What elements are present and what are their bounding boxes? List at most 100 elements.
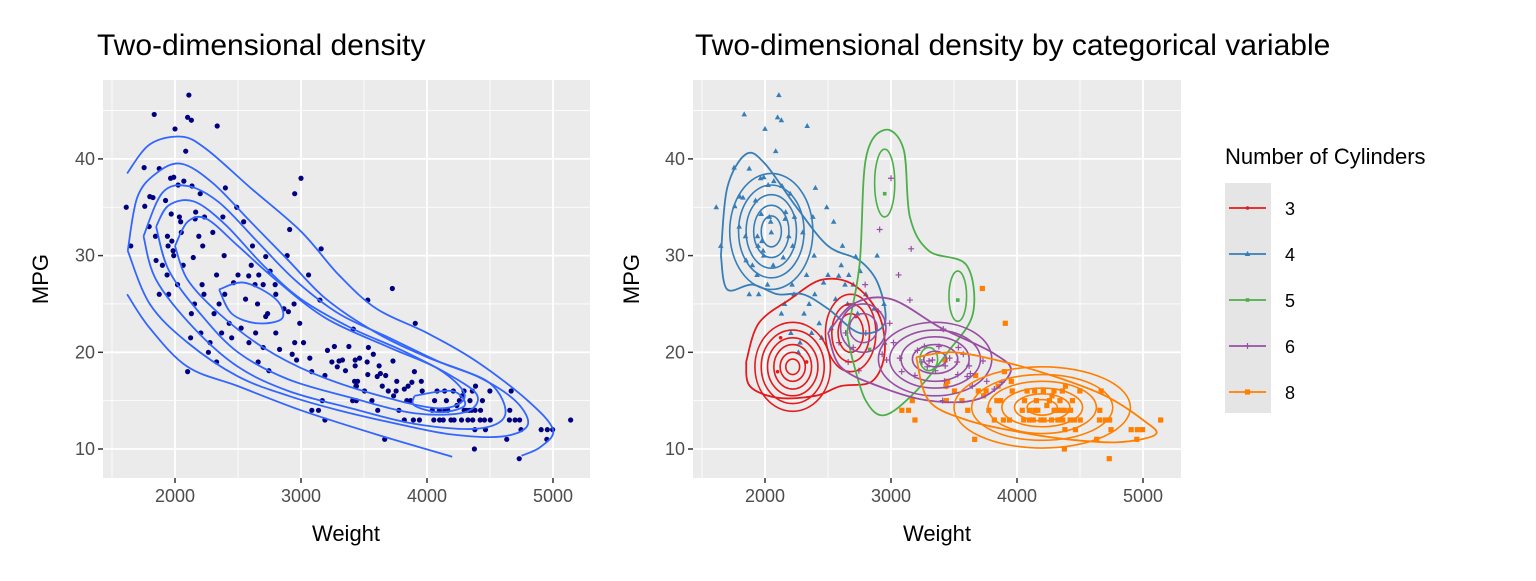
- legend-label-4: 4: [1285, 245, 1295, 265]
- data-point: [410, 417, 416, 423]
- data-point: [908, 245, 915, 252]
- data-point: [214, 123, 220, 129]
- right-panel-title: Two-dimensional density by categorical v…: [695, 29, 1330, 62]
- right-panel: Two-dimensional density by categorical v…: [619, 29, 1330, 546]
- data-point: [1061, 446, 1067, 452]
- data-point: [512, 417, 518, 423]
- data-point: [830, 218, 837, 224]
- data-point: [776, 92, 782, 98]
- data-point: [156, 291, 162, 297]
- data-point: [874, 252, 880, 258]
- data-point: [1024, 388, 1030, 394]
- data-point: [1001, 369, 1007, 375]
- data-point: [273, 330, 279, 336]
- data-point: [324, 347, 331, 353]
- data-point: [820, 279, 827, 285]
- density-contour: [126, 293, 453, 458]
- data-point: [481, 417, 488, 423]
- data-point: [1051, 388, 1057, 394]
- data-point: [1102, 417, 1108, 423]
- data-point: [188, 335, 194, 341]
- data-point: [331, 343, 337, 350]
- data-point: [318, 246, 324, 252]
- data-point: [905, 407, 912, 413]
- data-point: [1140, 427, 1146, 433]
- x-tick-label: 2000: [155, 486, 195, 506]
- data-point: [153, 257, 159, 264]
- data-point: [172, 126, 178, 132]
- data-point: [838, 262, 845, 268]
- data-point: [959, 398, 965, 404]
- data-point: [292, 340, 298, 346]
- y-tick-label: 40: [665, 149, 685, 169]
- data-point: [1040, 388, 1046, 394]
- x-tick-label: 5000: [1123, 486, 1163, 506]
- data-point: [419, 388, 425, 394]
- data-point: [477, 417, 483, 423]
- data-point: [803, 271, 810, 277]
- density-contour: [126, 162, 530, 438]
- data-point: [1062, 427, 1068, 433]
- data-point: [193, 209, 199, 215]
- data-point: [451, 417, 457, 423]
- data-point: [165, 243, 171, 249]
- data-point: [1038, 417, 1044, 423]
- data-point: [190, 254, 196, 261]
- data-point: [329, 359, 335, 365]
- data-point: [764, 281, 771, 287]
- data-point: [845, 271, 852, 277]
- data-point: [242, 296, 249, 302]
- data-point: [741, 111, 748, 117]
- data-point: [758, 211, 765, 217]
- density-contour-cyl-8: [915, 351, 1158, 444]
- data-point: [812, 184, 819, 190]
- data-point: [412, 320, 418, 326]
- plot-layer: [713, 92, 1164, 462]
- density-contour-cyl-8: [1026, 398, 1059, 416]
- data-point: [839, 242, 846, 248]
- data-point: [307, 355, 313, 361]
- data-point: [297, 320, 303, 326]
- data-point: [334, 364, 340, 370]
- data-point: [1077, 417, 1083, 423]
- data-point: [1097, 407, 1103, 413]
- data-point: [955, 298, 960, 302]
- data-point: [375, 407, 381, 413]
- y-tick-label: 30: [665, 246, 685, 266]
- data-point: [909, 398, 915, 404]
- density-contour-cyl-8: [953, 366, 1132, 449]
- data-point: [171, 174, 177, 180]
- legend-title: Number of Cylinders: [1225, 144, 1426, 169]
- data-point: [942, 357, 948, 363]
- legend-label-6: 6: [1285, 337, 1295, 357]
- data-point: [1062, 407, 1068, 413]
- density-contour: [155, 199, 479, 416]
- data-point: [816, 320, 822, 326]
- data-point: [1041, 417, 1047, 423]
- data-point: [213, 272, 220, 278]
- data-point: [780, 254, 787, 260]
- data-point: [222, 185, 228, 191]
- data-point: [365, 371, 371, 378]
- data-point: [170, 248, 176, 254]
- data-point: [983, 388, 989, 394]
- data-point: [1096, 417, 1103, 423]
- data-point: [276, 346, 283, 352]
- data-point: [1000, 417, 1006, 423]
- data-point: [472, 383, 479, 389]
- density-contour: [174, 215, 466, 410]
- density-contour-cyl-8: [1001, 387, 1084, 428]
- data-point: [746, 291, 753, 297]
- data-point: [1049, 393, 1055, 399]
- data-point: [888, 175, 894, 182]
- data-point: [771, 178, 777, 184]
- data-point: [487, 417, 493, 423]
- density-contour-cyl-4: [760, 215, 783, 248]
- density-contour-cyl-8: [987, 380, 1098, 435]
- data-point: [229, 335, 235, 341]
- data-point: [955, 344, 962, 351]
- data-point: [200, 243, 206, 249]
- x-tick-label: 5000: [533, 486, 573, 506]
- data-point: [272, 282, 278, 288]
- plot-layer: [123, 92, 574, 462]
